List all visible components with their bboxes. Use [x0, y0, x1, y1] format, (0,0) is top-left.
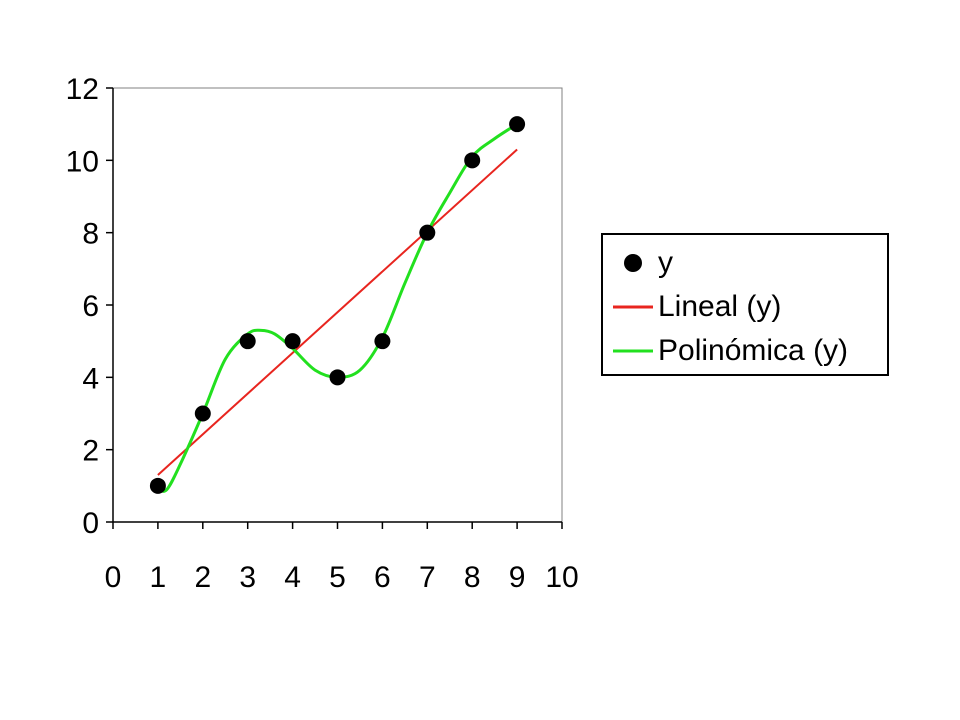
x-tick-label: 2: [194, 561, 211, 594]
x-tick-label: 0: [105, 561, 122, 594]
legend-line-icon: [613, 349, 653, 353]
x-tick-label: 9: [509, 561, 526, 594]
data-point: [374, 333, 391, 350]
x-tick-label: 3: [239, 561, 256, 594]
y-tick-label: 8: [82, 218, 99, 251]
legend-item-polinomica: Polinómica (y): [603, 331, 887, 371]
y-tick-label: 0: [82, 507, 99, 540]
legend-line-icon: [613, 305, 653, 309]
x-tick-label: 4: [284, 561, 301, 594]
x-tick-label: 6: [374, 561, 391, 594]
x-tick-label: 1: [150, 561, 167, 594]
data-point: [329, 369, 346, 386]
y-tick-label: 2: [82, 435, 99, 468]
data-point: [464, 152, 481, 169]
legend: y Lineal (y) Polinómica (y): [601, 233, 889, 376]
x-tick-label: 5: [329, 561, 346, 594]
data-point: [419, 224, 436, 241]
data-point: [194, 405, 211, 422]
y-tick-label: 6: [82, 290, 99, 323]
x-tick-label: 10: [545, 561, 578, 594]
data-point: [284, 333, 301, 350]
data-point: [239, 333, 256, 350]
legend-item-lineal: Lineal (y): [603, 287, 887, 327]
polynomial-trendline: [157, 122, 518, 493]
y-tick-label: 4: [82, 362, 99, 395]
legend-label-y: y: [658, 246, 673, 279]
x-tick-label: 7: [419, 561, 436, 594]
y-tick-label: 12: [66, 73, 99, 106]
legend-label-lineal: Lineal (y): [658, 290, 782, 323]
x-tick-label: 8: [464, 561, 481, 594]
legend-marker-icon: [624, 254, 642, 272]
linear-trendline: [157, 148, 518, 476]
series-layer: [149, 116, 526, 494]
plot-area: [112, 87, 563, 523]
plot-frame: [112, 87, 563, 523]
data-point: [149, 477, 166, 494]
legend-label-polinomica: Polinómica (y): [658, 334, 849, 367]
legend-item-y: y: [603, 243, 887, 283]
y-tick-label: 10: [66, 145, 99, 178]
data-point: [509, 116, 526, 133]
